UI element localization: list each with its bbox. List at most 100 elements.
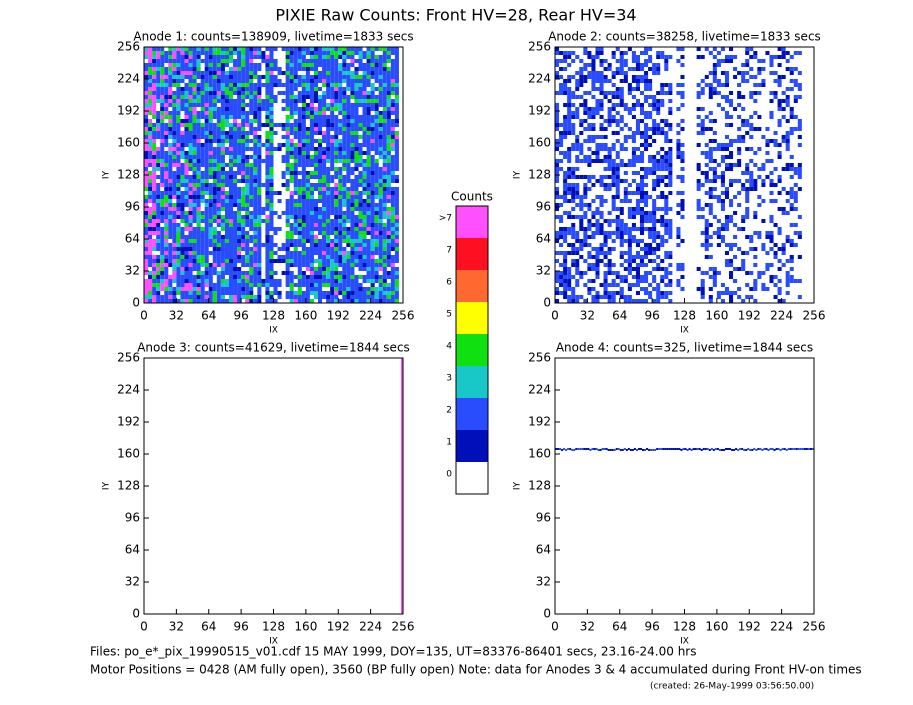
- pixel: [208, 271, 213, 275]
- pixel: [664, 91, 669, 95]
- pixel: [301, 259, 306, 263]
- pixel: [567, 51, 572, 55]
- pixel: [204, 175, 209, 179]
- pixel: [680, 91, 685, 95]
- pixel: [257, 87, 262, 91]
- pixel: [233, 275, 238, 279]
- pixel: [575, 191, 580, 195]
- pixel: [708, 243, 713, 247]
- pixel: [184, 91, 189, 95]
- pixel: [575, 259, 580, 263]
- pixel: [644, 75, 649, 79]
- pixel: [362, 83, 367, 87]
- pixel: [639, 199, 645, 203]
- pixel: [374, 131, 379, 135]
- pixel: [563, 171, 568, 175]
- pixel: [261, 279, 266, 283]
- pixel: [249, 67, 254, 71]
- pixel: [358, 67, 363, 71]
- pixel: [370, 127, 375, 131]
- pixel: [196, 203, 201, 207]
- pixel: [184, 103, 189, 107]
- pixel: [583, 91, 588, 95]
- pixel: [253, 231, 258, 235]
- pixel: [394, 247, 399, 251]
- pixel: [386, 147, 391, 151]
- pixel: [204, 219, 209, 223]
- pixel: [216, 59, 221, 63]
- pixel: [350, 123, 355, 127]
- pixel: [200, 95, 205, 99]
- pixel: [228, 287, 234, 291]
- pixel: [378, 295, 383, 299]
- pixel: [168, 227, 173, 231]
- pixel: [184, 59, 189, 63]
- pixel: [382, 171, 387, 175]
- pixel: [664, 155, 669, 159]
- pixel: [571, 147, 576, 151]
- pixel: [144, 67, 149, 71]
- pixel: [265, 59, 270, 63]
- pixel: [309, 279, 314, 283]
- pixel: [648, 247, 653, 251]
- pixel: [603, 147, 608, 151]
- pixel: [192, 95, 197, 99]
- pixel: [220, 259, 225, 263]
- pixel: [680, 83, 685, 87]
- pixel: [228, 99, 234, 103]
- pixel: [269, 99, 274, 103]
- pixel: [144, 47, 149, 51]
- pixel: [212, 191, 217, 195]
- pixel: [619, 235, 624, 239]
- pixel: [358, 99, 363, 103]
- pixel: [716, 83, 721, 87]
- pixel: [587, 127, 592, 131]
- pixel: [342, 195, 347, 199]
- pixel: [285, 275, 290, 279]
- pixel: [176, 263, 181, 267]
- pixel: [330, 111, 335, 115]
- pixel: [563, 183, 568, 187]
- pixel: [309, 287, 314, 291]
- pixel: [591, 223, 596, 227]
- pixel: [168, 175, 173, 179]
- pixel: [382, 287, 387, 291]
- pixel: [382, 71, 387, 75]
- pixel: [644, 71, 649, 75]
- pixel: [382, 59, 387, 63]
- pixel: [330, 267, 335, 271]
- pixel: [269, 155, 274, 159]
- pixel: [216, 271, 221, 275]
- pixel: [160, 231, 165, 235]
- pixel: [704, 143, 709, 147]
- pixel: [334, 119, 339, 123]
- pixel: [148, 55, 153, 59]
- pixel: [374, 87, 379, 91]
- pixel: [273, 191, 278, 195]
- pixel: [224, 287, 229, 291]
- pixel: [261, 219, 266, 223]
- pixel: [559, 87, 564, 91]
- pixel: [390, 175, 395, 179]
- pixel: [245, 263, 250, 267]
- pixel: [269, 159, 274, 163]
- pixel: [188, 83, 193, 87]
- pixel: [184, 239, 189, 243]
- pixel: [188, 267, 193, 271]
- pixel: [358, 151, 363, 155]
- pixel: [575, 183, 580, 187]
- pixel: [374, 279, 379, 283]
- pixel: [358, 79, 363, 83]
- pixel: [160, 271, 165, 275]
- pixel: [729, 179, 734, 183]
- pixel: [180, 71, 185, 75]
- pixel: [668, 99, 673, 103]
- pixel: [729, 143, 734, 147]
- pixel: [708, 127, 713, 131]
- pixel: [615, 207, 620, 211]
- pixel: [382, 251, 387, 255]
- pixel: [390, 63, 395, 67]
- pixel: [144, 259, 149, 263]
- pixel: [390, 51, 395, 55]
- pixel: [583, 111, 588, 115]
